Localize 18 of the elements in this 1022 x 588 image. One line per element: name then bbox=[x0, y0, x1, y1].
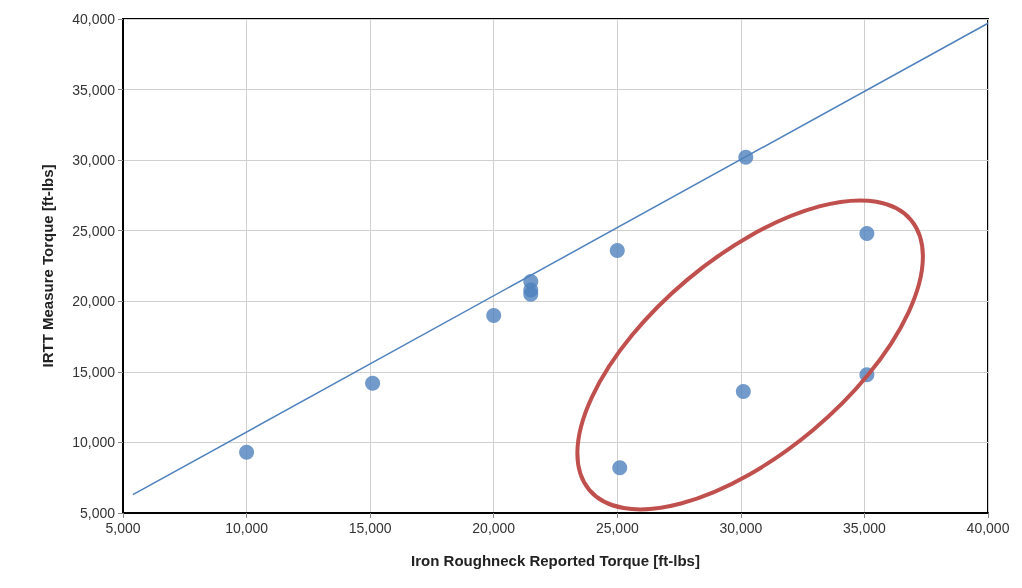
x-tick-label: 5,000 bbox=[105, 520, 141, 536]
y-axis-title: IRTT Measure Torque [ft-lbs] bbox=[39, 164, 56, 368]
x-tick-label: 20,000 bbox=[472, 520, 516, 536]
y-tick-label: 25,000 bbox=[72, 222, 116, 239]
x-tick-label: 25,000 bbox=[595, 520, 639, 536]
y-tick-label: 10,000 bbox=[72, 434, 116, 451]
x-tick-label: 10,000 bbox=[225, 520, 269, 536]
y-tick-label: 30,000 bbox=[72, 152, 116, 169]
x-axis-title: Iron Roughneck Reported Torque [ft-lbs] bbox=[411, 552, 700, 569]
x-tick-label: 35,000 bbox=[843, 520, 887, 536]
y-tick-label: 35,000 bbox=[72, 81, 116, 98]
y-tick-label: 40,000 bbox=[72, 11, 116, 27]
y-tick-label: 20,000 bbox=[72, 293, 116, 310]
x-tick-label: 40,000 bbox=[966, 520, 1010, 536]
x-tick-label: 30,000 bbox=[719, 520, 763, 536]
y-tick-label: 15,000 bbox=[72, 363, 116, 380]
x-tick-label: 15,000 bbox=[348, 520, 392, 536]
y-tick-label: 5,000 bbox=[79, 505, 116, 521]
